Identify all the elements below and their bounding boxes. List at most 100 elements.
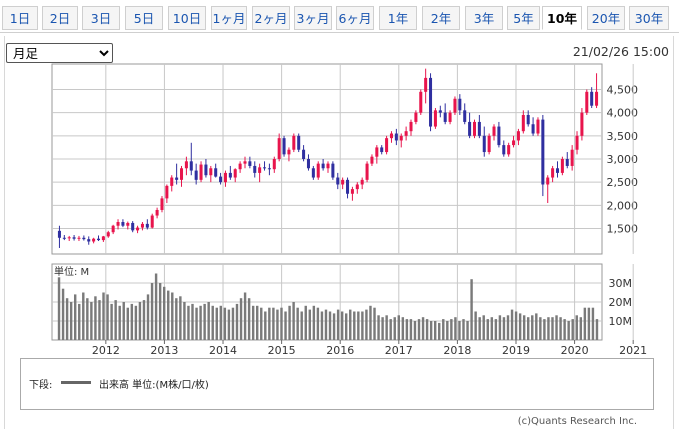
tab-5[interactable]: 10日 — [168, 6, 206, 30]
year-tick-label: 2017 — [385, 344, 413, 357]
candle-body — [575, 135, 579, 150]
candle-body — [111, 225, 115, 233]
period-select[interactable]: 月足 — [6, 43, 113, 63]
candle-body — [502, 145, 506, 155]
candle-body — [179, 168, 184, 180]
candle-body — [106, 232, 110, 237]
candle-body — [399, 135, 403, 141]
candle-body — [570, 149, 574, 166]
chart-frame — [4, 36, 674, 429]
volume-bar — [90, 302, 93, 340]
candle-body — [209, 168, 213, 176]
volume-bar — [227, 309, 231, 340]
volume-bar — [320, 311, 324, 340]
candle-body — [389, 133, 393, 139]
candle-body — [126, 222, 130, 226]
tab-12[interactable]: 3年 — [465, 6, 503, 30]
candle-body — [472, 121, 477, 136]
chart-datetime: 21/02/26 15:00 — [572, 44, 669, 59]
candle-body — [248, 161, 252, 166]
tab-15[interactable]: 20年 — [587, 6, 625, 30]
candle-body — [458, 98, 462, 111]
volume-bar — [518, 313, 522, 340]
volume-bar — [365, 309, 368, 340]
volume-bar — [146, 294, 150, 340]
tab-16[interactable]: 30年 — [629, 6, 669, 30]
candle-body — [555, 168, 560, 173]
volume-bar — [260, 307, 263, 340]
volume-bar — [482, 315, 485, 340]
volume-bar — [421, 317, 425, 340]
tab-13[interactable]: 5年 — [507, 6, 540, 30]
volume-bar — [256, 305, 259, 340]
volume-bar — [268, 307, 271, 340]
volume-bar — [150, 283, 154, 340]
tab-11[interactable]: 2年 — [422, 6, 460, 30]
tab-2[interactable]: 2日 — [42, 6, 78, 30]
volume-bar — [102, 292, 105, 340]
volume-bar — [179, 296, 182, 340]
volume-bar — [446, 321, 449, 340]
candle-body — [131, 222, 135, 231]
volume-bar — [187, 305, 190, 340]
candle-body — [438, 110, 442, 113]
volume-bar — [183, 302, 186, 340]
volume-bar — [154, 273, 158, 340]
candle-body — [272, 159, 276, 170]
price-tick-label: 3,500 — [607, 130, 639, 143]
volume-bar — [438, 322, 441, 340]
volume-tick-label: 10M — [609, 315, 633, 328]
candle-body — [370, 156, 374, 164]
tab-6[interactable]: 1ヶ月 — [211, 6, 247, 30]
volume-bar — [535, 313, 538, 340]
volume-bar — [324, 309, 328, 340]
tab-9[interactable]: 6ヶ月 — [336, 6, 374, 30]
year-tick-label: 2018 — [443, 344, 471, 357]
candle-body — [521, 114, 525, 132]
volume-bar — [219, 305, 223, 340]
volume-bar — [86, 298, 89, 340]
candle-body — [595, 91, 599, 106]
volume-bar — [373, 307, 376, 340]
volume-bar — [171, 292, 174, 340]
candle-body — [424, 77, 428, 92]
tab-7[interactable]: 2ヶ月 — [252, 6, 290, 30]
tab-1[interactable]: 1日 — [2, 6, 38, 30]
volume-bar — [288, 305, 291, 340]
tab-4[interactable]: 5日 — [125, 6, 163, 30]
tab-3[interactable]: 3日 — [82, 6, 120, 30]
candle-body — [282, 138, 286, 155]
legend-box: 下段: 出来高 単位:(M株/口/枚) — [20, 358, 654, 410]
tab-10[interactable]: 1年 — [379, 6, 417, 30]
tab-8[interactable]: 3ヶ月 — [294, 6, 332, 30]
candle-body — [551, 168, 555, 178]
copyright-credit: (c)Quants Research Inc. — [517, 416, 637, 427]
volume-bar — [280, 307, 283, 340]
volume-bar — [527, 317, 530, 340]
year-tick-label: 2012 — [92, 344, 120, 357]
candle-body — [82, 237, 86, 240]
price-tick-label: 4,500 — [607, 83, 639, 96]
volume-bar — [73, 294, 77, 340]
volume-bar — [385, 315, 388, 340]
volume-bar — [442, 319, 445, 340]
candle-body — [433, 110, 437, 127]
volume-bar — [401, 317, 405, 340]
candle-body — [155, 209, 159, 216]
candle-body — [160, 198, 164, 210]
volume-bar — [357, 311, 360, 340]
volume-bar — [474, 311, 477, 340]
tab-14[interactable]: 10年 — [542, 6, 582, 30]
candle-body — [409, 121, 413, 132]
legend-volume-text: 出来高 単位:(M株/口/枚) — [99, 380, 209, 391]
candle-body — [443, 112, 447, 122]
candle-body — [507, 145, 511, 155]
volume-bar — [106, 294, 109, 340]
candle-body — [297, 135, 301, 150]
candle-body — [580, 112, 584, 136]
volume-bar — [502, 317, 506, 340]
candle-body — [96, 238, 101, 241]
candle-body — [463, 110, 467, 122]
candle-body — [170, 177, 174, 186]
volume-bar — [308, 309, 312, 340]
